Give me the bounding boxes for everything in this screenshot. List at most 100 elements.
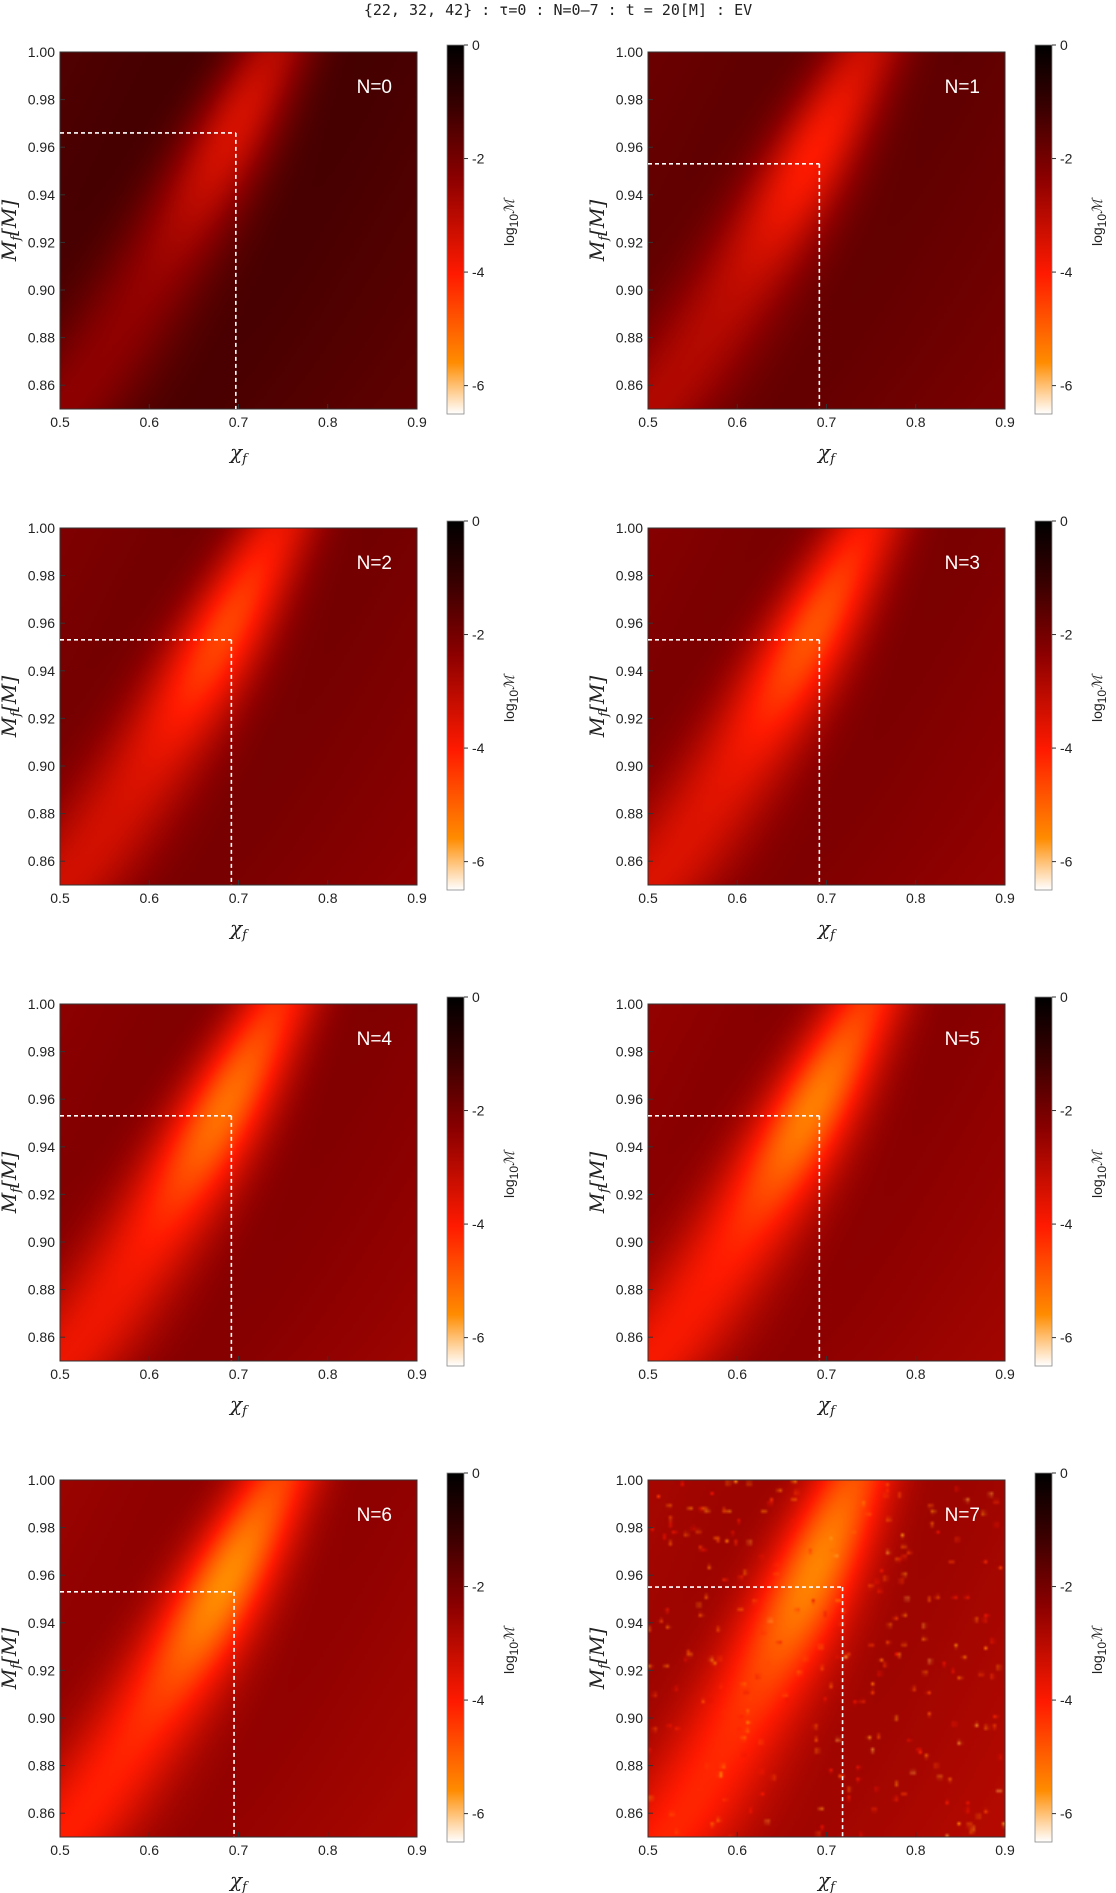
y-tick-label: 1.00	[28, 996, 55, 1012]
x-tick-label: 0.5	[50, 1842, 70, 1858]
y-tick-label: 0.94	[28, 1615, 55, 1631]
colorbar	[446, 1472, 465, 1843]
colorbar-tick-label: -6	[1060, 378, 1073, 394]
y-tick-label: 0.98	[616, 92, 643, 108]
x-tick-label: 0.5	[50, 414, 70, 430]
x-tick-label: 0.6	[140, 890, 160, 906]
x-tick-label: 0.8	[906, 1842, 926, 1858]
y-tick-label: 0.96	[616, 1091, 643, 1107]
x-tick-label: 0.5	[50, 890, 70, 906]
colorbar-tick-label: -2	[1060, 1103, 1073, 1119]
x-tick-label: 0.8	[318, 890, 338, 906]
y-tick-label: 0.94	[616, 1139, 643, 1155]
y-tick-label: 0.86	[28, 853, 55, 869]
y-tick-label: 0.96	[28, 615, 55, 631]
y-tick-label: 0.86	[28, 377, 55, 393]
y-tick-label: 0.96	[616, 615, 643, 631]
colorbar-tick-label: 0	[1060, 1465, 1068, 1481]
panel-label: N=5	[945, 1029, 980, 1050]
colorbar	[446, 996, 465, 1367]
y-tick-label: 0.96	[616, 1567, 643, 1583]
panel: N=5 0.5 0.6 0.7 0.8 0.9 0.86 0.88 0.90 0.92 0.94 0.…	[585, 989, 1109, 1419]
y-tick-label: 0.92	[28, 710, 55, 726]
x-tick-label: 0.6	[728, 890, 748, 906]
y-tick-label: 0.96	[28, 139, 55, 155]
y-tick-label: 0.98	[28, 1520, 55, 1536]
x-tick-label: 0.6	[728, 1366, 748, 1382]
y-tick-label: 1.00	[616, 1472, 643, 1488]
x-tick-label: 0.5	[50, 1366, 70, 1382]
x-tick-label: 0.8	[318, 1842, 338, 1858]
y-tick-label: 0.94	[28, 1139, 55, 1155]
colorbar-tick-label: 0	[1060, 513, 1068, 529]
panel: N=7 0.5 0.6 0.7 0.8 0.9 0.86 0.88 0.90 0.92 0.94 0.…	[585, 1465, 1109, 1893]
y-axis-label: Mf[M]	[0, 1152, 24, 1215]
x-tick-label: 0.9	[995, 414, 1015, 430]
x-tick-label: 0.8	[906, 890, 926, 906]
y-axis-label: Mf[M]	[0, 200, 24, 263]
y-tick-label: 0.88	[616, 806, 643, 822]
y-axis-label: Mf[M]	[585, 676, 612, 739]
x-tick-label: 0.7	[817, 414, 837, 430]
colorbar	[1034, 44, 1053, 415]
x-tick-label: 0.5	[638, 1842, 658, 1858]
panel-label: N=0	[357, 77, 392, 98]
colorbar	[1034, 1472, 1053, 1843]
y-tick-label: 0.92	[616, 1186, 643, 1202]
colorbar-label: log10ℳ	[1089, 1149, 1109, 1198]
colorbar-tick-label: -6	[472, 1330, 485, 1346]
colorbar-tick-label: -4	[472, 1216, 485, 1232]
colorbar-tick-label: 0	[472, 37, 480, 53]
heatmap-image	[648, 52, 1005, 409]
y-tick-label: 0.90	[28, 1710, 55, 1726]
colorbar-tick-label: -4	[472, 264, 485, 280]
x-axis-label: χf	[816, 1868, 837, 1893]
colorbar-tick-label: -4	[1060, 264, 1073, 280]
y-tick-label: 0.86	[616, 377, 643, 393]
panel-label: N=6	[357, 1505, 392, 1526]
x-tick-label: 0.6	[728, 1842, 748, 1858]
y-tick-label: 0.88	[28, 806, 55, 822]
colorbar-tick-label: -4	[1060, 1692, 1073, 1708]
x-tick-label: 0.8	[318, 414, 338, 430]
y-tick-label: 1.00	[616, 520, 643, 536]
x-tick-label: 0.7	[229, 1842, 249, 1858]
colorbar-tick-label: -4	[1060, 740, 1073, 756]
colorbar-tick-label: -6	[472, 1806, 485, 1822]
colorbar-tick-label: 0	[472, 989, 480, 1005]
y-tick-label: 0.98	[616, 1044, 643, 1060]
heatmap-image	[648, 1004, 1005, 1361]
y-tick-label: 0.90	[616, 1234, 643, 1250]
y-tick-label: 0.98	[28, 92, 55, 108]
y-tick-label: 0.98	[28, 1044, 55, 1060]
x-tick-label: 0.8	[906, 1366, 926, 1382]
x-tick-label: 0.9	[407, 890, 427, 906]
y-axis-label: Mf[M]	[0, 676, 24, 739]
panel: N=3 0.5 0.6 0.7 0.8 0.9 0.86 0.88 0.90 0.92 0.94 0.…	[585, 513, 1109, 943]
x-tick-label: 0.7	[817, 890, 837, 906]
y-axis-label: Mf[M]	[0, 1628, 24, 1691]
y-tick-label: 0.98	[616, 568, 643, 584]
heatmap-image	[648, 528, 1005, 885]
x-tick-label: 0.6	[728, 414, 748, 430]
y-tick-label: 0.92	[28, 1186, 55, 1202]
y-tick-label: 0.98	[28, 568, 55, 584]
y-tick-label: 1.00	[616, 44, 643, 60]
y-tick-label: 0.88	[28, 1758, 55, 1774]
x-tick-label: 0.9	[407, 1366, 427, 1382]
colorbar-tick-label: -2	[1060, 151, 1073, 167]
panel-label: N=1	[945, 77, 980, 98]
heatmap-image	[60, 52, 417, 409]
panel: N=1 0.5 0.6 0.7 0.8 0.9 0.86 0.88 0.90 0.92 0.94 0.…	[585, 37, 1109, 467]
y-tick-label: 0.86	[616, 853, 643, 869]
colorbar	[1034, 996, 1053, 1367]
y-axis-label: Mf[M]	[585, 1628, 612, 1691]
x-tick-label: 0.6	[140, 1366, 160, 1382]
y-tick-label: 0.88	[616, 1758, 643, 1774]
x-tick-label: 0.7	[229, 890, 249, 906]
colorbar-label: log10ℳ	[501, 1625, 521, 1674]
panel: N=4 0.5 0.6 0.7 0.8 0.9 0.86 0.88 0.90 0.92 0.94 0.…	[0, 989, 521, 1419]
x-tick-label: 0.9	[995, 890, 1015, 906]
colorbar-tick-label: 0	[472, 1465, 480, 1481]
